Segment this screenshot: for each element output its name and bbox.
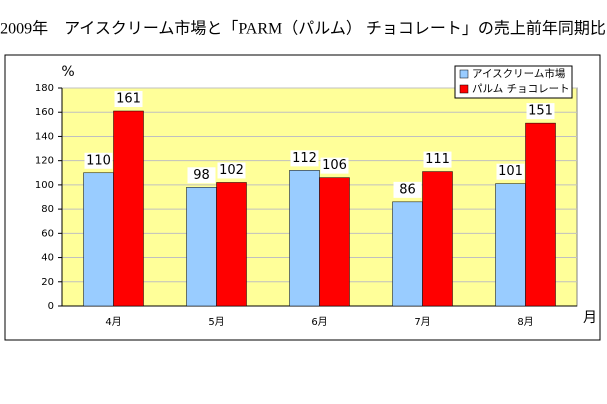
legend-box (454, 65, 573, 99)
value-label-bg (114, 91, 143, 108)
bar (216, 182, 247, 307)
bar (319, 177, 350, 307)
chart-title: ＜2009年 アイスクリーム市場と「PARM（パルム） チョコレート」の売上前年… (0, 20, 607, 38)
x-tick-label: 4月 (105, 316, 121, 328)
y-tick-label: 120 (35, 156, 54, 167)
value-label: 106 (322, 158, 347, 173)
x-unit: 月 (583, 310, 597, 326)
bar (525, 122, 556, 307)
value-label-bg (320, 157, 349, 174)
bar (113, 110, 144, 307)
y-tick-label: 100 (35, 180, 54, 191)
y-tick-label: 80 (41, 204, 54, 215)
y-tick-label: 180 (35, 83, 54, 94)
value-label-bg (290, 150, 319, 167)
value-label: 161 (116, 92, 141, 107)
value-label: 112 (292, 151, 317, 166)
legend-label: パルム チョコレート (472, 83, 570, 95)
legend-swatch (459, 69, 469, 79)
x-tick-label: 7月 (414, 316, 430, 328)
value-label: 98 (193, 168, 210, 183)
value-label-bg (187, 167, 216, 184)
y-tick-label: 160 (35, 107, 54, 118)
y-unit: % (61, 64, 74, 80)
y-tick-label: 20 (41, 277, 54, 288)
value-label-bg (84, 152, 113, 169)
x-tick-label: 8月 (517, 316, 533, 328)
y-tick-label: 0 (48, 301, 54, 312)
y-tick-label: 60 (41, 228, 54, 239)
value-label: 151 (528, 104, 553, 119)
value-label-bg (217, 162, 246, 179)
bar (289, 170, 320, 307)
legend-swatch (459, 84, 469, 94)
bar (392, 201, 423, 307)
value-label-bg (526, 103, 555, 120)
x-tick-label: 5月 (208, 316, 224, 328)
bar (186, 187, 217, 307)
value-label-bg (393, 181, 422, 198)
value-label: 86 (399, 182, 416, 197)
value-label: 110 (86, 153, 111, 168)
value-label-bg (496, 163, 525, 180)
value-label: 102 (219, 163, 244, 178)
bar (495, 183, 526, 307)
bar (422, 171, 453, 307)
y-tick-label: 40 (41, 253, 54, 264)
x-tick-label: 6月 (311, 316, 327, 328)
value-label: 111 (425, 152, 450, 167)
value-label: 101 (498, 164, 523, 179)
legend-label: アイスクリーム市場 (472, 67, 566, 80)
value-label-bg (423, 151, 452, 168)
bar (83, 172, 114, 307)
y-tick-label: 140 (35, 131, 54, 142)
